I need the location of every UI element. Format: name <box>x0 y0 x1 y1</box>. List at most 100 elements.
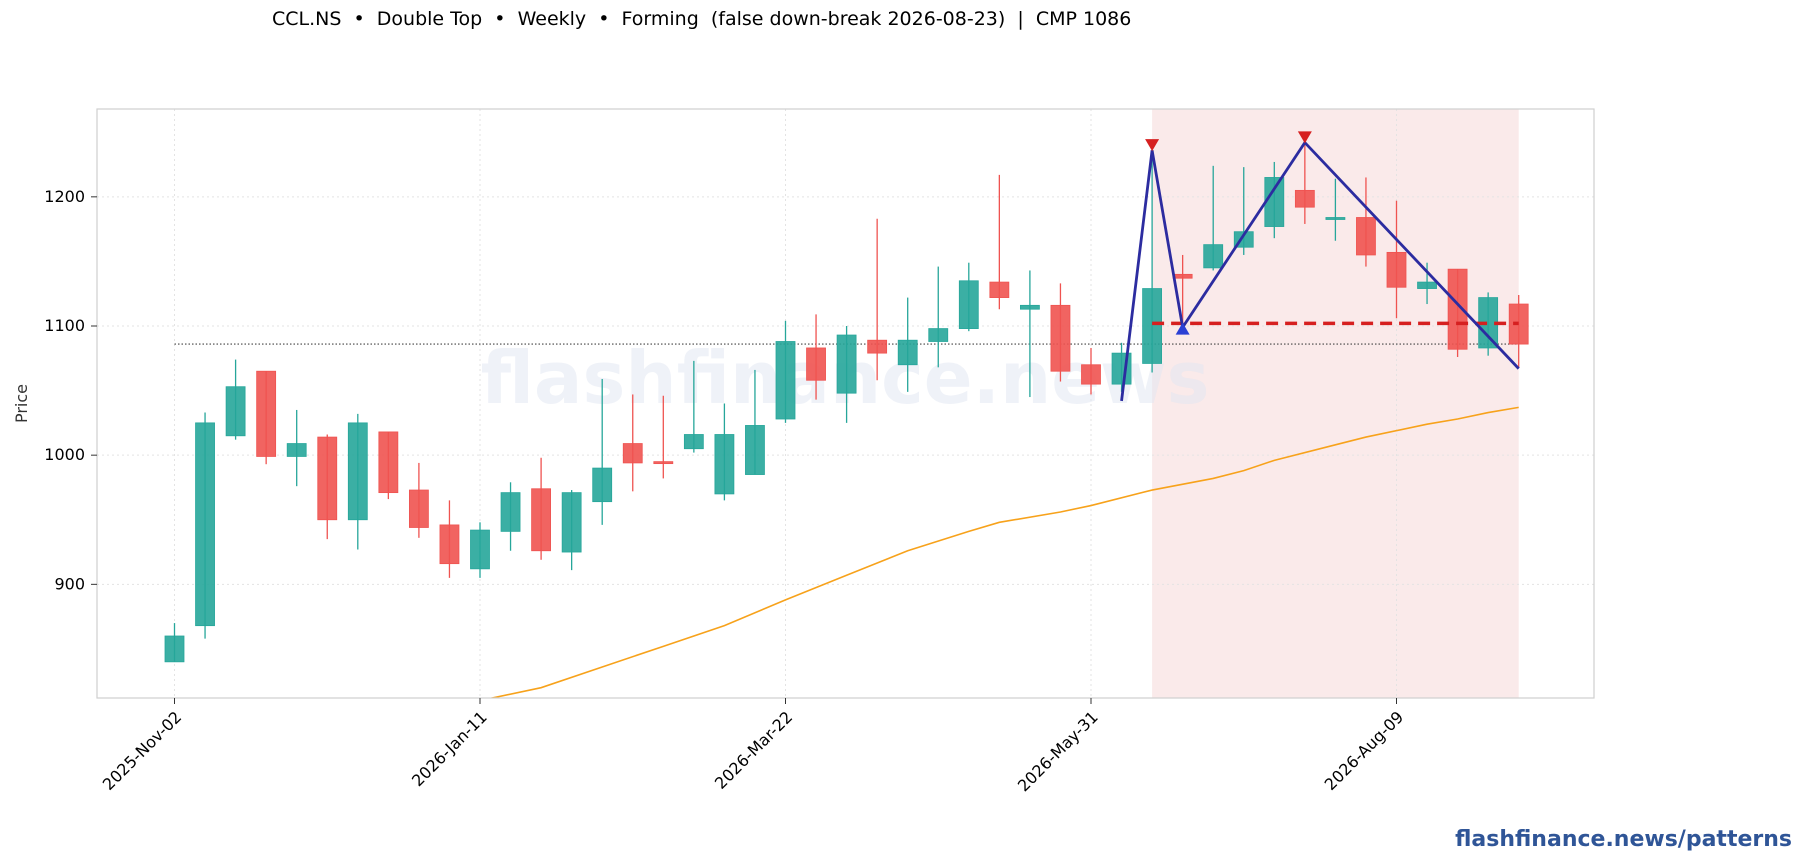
candle-body <box>1294 189 1315 208</box>
candle <box>1417 262 1437 305</box>
candle-body <box>561 492 582 553</box>
candle <box>561 490 582 571</box>
candle <box>867 218 888 381</box>
candle-body <box>1050 304 1071 372</box>
candle <box>164 623 185 663</box>
candle <box>531 457 551 560</box>
candle <box>1264 161 1285 239</box>
candle-body <box>989 281 1010 298</box>
candle <box>1356 177 1376 267</box>
candle-body <box>1142 288 1162 364</box>
candle-body <box>775 341 796 420</box>
candle <box>1294 145 1315 224</box>
candle <box>195 412 215 639</box>
candle <box>1203 165 1224 271</box>
candle-body <box>745 425 765 475</box>
candle-body <box>806 347 826 381</box>
candle <box>439 500 460 578</box>
candle <box>1050 283 1071 382</box>
candle <box>806 314 826 400</box>
x-tick-label: 2026-Jan-11 <box>408 707 491 790</box>
candle-body <box>958 280 979 329</box>
chart-title: CCL.NS • Double Top • Weekly • Forming (… <box>272 8 1132 30</box>
candle-body <box>1264 177 1285 227</box>
candle <box>622 394 643 492</box>
candle-body <box>622 443 643 464</box>
candle <box>1447 268 1468 357</box>
candle <box>225 359 246 440</box>
candle-body <box>1386 251 1407 288</box>
x-tick-label: 2026-May-31 <box>1014 707 1102 795</box>
candle-body <box>897 339 918 366</box>
candle-body <box>714 434 735 495</box>
candle <box>1386 200 1407 319</box>
candle <box>500 482 521 551</box>
candle-body <box>225 386 246 437</box>
candle <box>958 262 979 332</box>
candle <box>775 320 796 423</box>
x-tick-label: 2025-Nov-02 <box>99 707 186 794</box>
candle-body <box>408 489 429 528</box>
candle <box>745 369 765 475</box>
candle-body <box>928 328 949 342</box>
candle-body <box>164 635 185 663</box>
peak-marker <box>1297 131 1312 144</box>
candle-body <box>1447 268 1468 350</box>
candle-body <box>836 334 857 394</box>
candle <box>256 370 277 465</box>
candle-body <box>592 467 613 503</box>
candle-body <box>867 339 888 354</box>
moving-average-layer <box>488 406 1519 698</box>
candle <box>1020 270 1040 398</box>
candle <box>1325 178 1346 241</box>
moving-average-line <box>488 406 1519 698</box>
candle-body <box>317 436 338 521</box>
candle-body <box>1172 273 1193 279</box>
candle-body <box>1417 281 1437 289</box>
candle <box>592 378 613 525</box>
candle-body <box>653 461 674 465</box>
candle-body <box>347 422 368 521</box>
candle-body <box>1203 244 1224 269</box>
candle <box>1081 347 1101 395</box>
candle <box>347 413 368 550</box>
candle-body <box>195 422 215 627</box>
candle <box>1142 150 1162 373</box>
candle-body <box>500 492 521 532</box>
candle <box>653 395 674 479</box>
y-tick-label: 1000 <box>44 445 85 464</box>
candle <box>408 462 429 538</box>
candles-layer <box>164 145 1529 663</box>
candle-body <box>439 524 460 565</box>
candle <box>470 522 490 578</box>
trough-marker <box>1175 322 1190 335</box>
y-tick-label: 900 <box>54 574 85 593</box>
candle-body <box>256 370 277 457</box>
y-axis-label: Price <box>12 384 31 423</box>
candle-body <box>531 488 551 552</box>
candle-body <box>1325 217 1346 220</box>
candle <box>928 266 949 368</box>
pattern-layer <box>1120 131 1520 402</box>
candle-body <box>1081 364 1101 385</box>
candle <box>317 434 338 540</box>
candle <box>836 326 857 423</box>
x-tick-label: 2026-Aug-09 <box>1321 707 1408 794</box>
candle <box>714 403 735 501</box>
candle-body <box>378 431 399 494</box>
candle <box>683 360 704 453</box>
peak-marker <box>1145 139 1160 152</box>
plot-frame <box>96 108 1595 699</box>
candle <box>378 431 399 500</box>
candle <box>989 174 1010 310</box>
x-tick-label: 2026-Mar-22 <box>711 707 796 792</box>
candle-body <box>683 434 704 450</box>
candle-body <box>470 529 490 570</box>
footer-link[interactable]: flashfinance.news/patterns <box>1455 827 1792 852</box>
candle-body <box>286 443 307 457</box>
candle-body <box>1356 217 1376 256</box>
y-tick-label: 1200 <box>44 187 85 206</box>
candle <box>286 409 307 487</box>
candle <box>897 297 918 392</box>
